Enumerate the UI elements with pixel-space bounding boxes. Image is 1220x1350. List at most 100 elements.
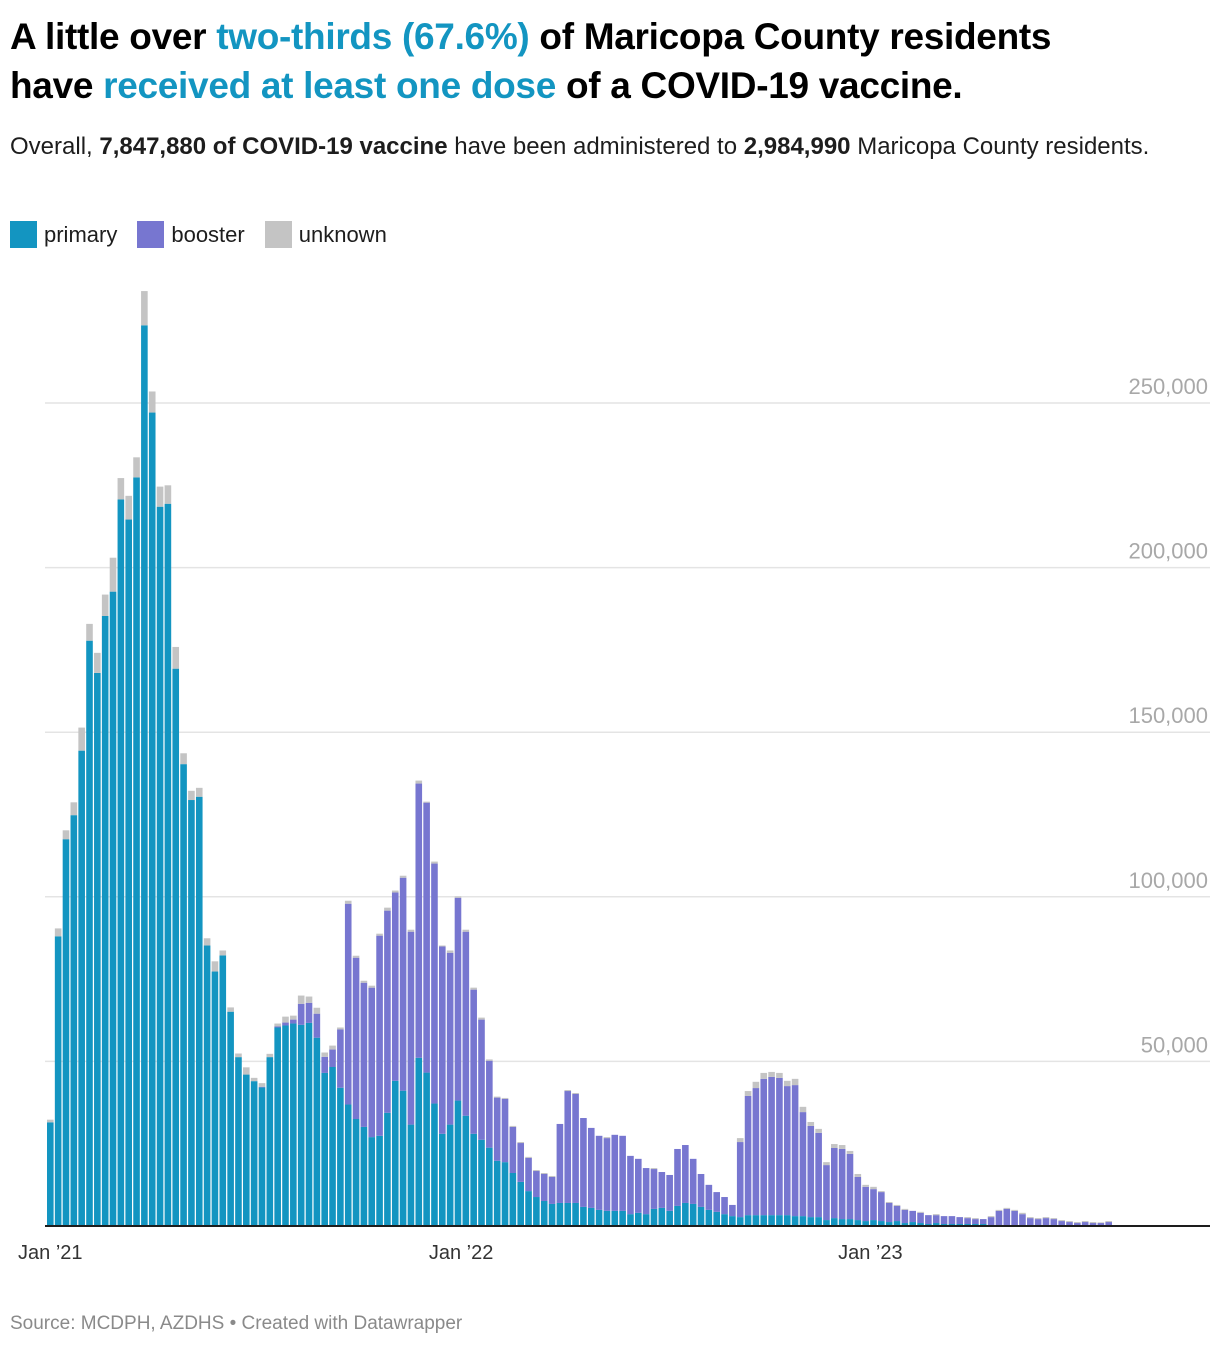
title-text: of a COVID-19 vaccine. bbox=[555, 65, 963, 106]
bar-unknown bbox=[415, 780, 423, 784]
bar-booster bbox=[1074, 1223, 1081, 1226]
bar-unknown bbox=[78, 727, 85, 751]
bar-booster bbox=[258, 1086, 266, 1088]
bar-primary bbox=[752, 1215, 760, 1226]
bar-booster bbox=[478, 1019, 485, 1140]
bar-primary bbox=[909, 1222, 916, 1226]
bar-booster bbox=[815, 1132, 822, 1218]
x-axis-ticks: Jan ’21 Jan ’22 Jan ’23 bbox=[18, 1242, 903, 1264]
bar-primary bbox=[619, 1210, 626, 1226]
bar-primary bbox=[556, 1202, 564, 1226]
bar-primary bbox=[101, 615, 109, 1226]
bar-unknown bbox=[815, 1128, 822, 1133]
bar-booster bbox=[752, 1088, 760, 1216]
bar-booster bbox=[274, 1026, 281, 1028]
bar-unknown bbox=[885, 1201, 893, 1203]
bar-booster bbox=[1105, 1222, 1112, 1226]
bar-booster bbox=[501, 1098, 509, 1163]
bar-booster bbox=[611, 1134, 619, 1211]
bar-unknown bbox=[219, 950, 227, 956]
bar-booster bbox=[635, 1158, 642, 1213]
bar-primary bbox=[180, 764, 187, 1226]
bar-primary bbox=[344, 1104, 352, 1226]
bar-booster bbox=[290, 1019, 297, 1024]
bar-primary bbox=[266, 1057, 274, 1226]
bar-primary bbox=[117, 499, 125, 1227]
bar-primary bbox=[368, 1137, 376, 1226]
bar-booster bbox=[823, 1165, 830, 1221]
bar-booster bbox=[744, 1095, 752, 1216]
bar-unknown bbox=[501, 1097, 509, 1099]
bar-primary bbox=[548, 1203, 556, 1226]
bar-primary bbox=[423, 1072, 430, 1226]
bar-primary bbox=[893, 1221, 901, 1226]
subtitle-total-doses: 7,847,880 of COVID-19 vaccine bbox=[99, 133, 448, 160]
bar-booster bbox=[391, 892, 399, 1081]
bar-booster bbox=[446, 952, 454, 1125]
bar-primary bbox=[729, 1216, 736, 1226]
bar-unknown bbox=[846, 1150, 854, 1154]
legend-item-unknown: unknown bbox=[264, 221, 387, 248]
bar-booster bbox=[603, 1138, 611, 1211]
bar-unknown bbox=[1019, 1212, 1026, 1215]
bar-booster bbox=[1050, 1219, 1058, 1226]
bar-unknown bbox=[360, 980, 368, 983]
legend-swatch-primary bbox=[10, 221, 37, 248]
bar-booster bbox=[760, 1078, 768, 1216]
bar-booster bbox=[470, 989, 477, 1134]
bar-unknown bbox=[47, 1119, 54, 1123]
bar-primary bbox=[329, 1067, 336, 1226]
bar-unknown bbox=[1058, 1220, 1065, 1222]
bar-unknown bbox=[995, 1209, 1003, 1211]
bar-booster bbox=[666, 1174, 673, 1211]
bar-primary bbox=[415, 1057, 423, 1226]
bar-booster bbox=[1097, 1223, 1105, 1226]
bar-primary bbox=[878, 1221, 885, 1226]
bar-primary bbox=[274, 1027, 281, 1226]
bar-primary bbox=[823, 1220, 830, 1226]
legend-swatch-unknown bbox=[264, 221, 292, 248]
bar-primary bbox=[250, 1081, 258, 1226]
bar-unknown bbox=[439, 945, 446, 947]
bar-unknown bbox=[1081, 1221, 1089, 1223]
bar-booster bbox=[321, 1056, 328, 1073]
bar-primary bbox=[195, 796, 203, 1226]
bar-unknown bbox=[431, 861, 438, 864]
bar-booster bbox=[697, 1173, 705, 1207]
bar-unknown bbox=[368, 985, 376, 988]
bar-unknown bbox=[1050, 1218, 1058, 1220]
bar-booster bbox=[439, 946, 446, 1134]
bar-primary bbox=[682, 1202, 689, 1226]
bar-unknown bbox=[776, 1072, 783, 1078]
bar-unknown bbox=[564, 1090, 572, 1092]
bar-unknown bbox=[1066, 1221, 1073, 1223]
bar-primary bbox=[768, 1215, 775, 1226]
bar-primary bbox=[572, 1202, 579, 1226]
bar-primary bbox=[901, 1223, 909, 1226]
bar-primary bbox=[282, 1025, 289, 1226]
bar-booster bbox=[846, 1153, 854, 1220]
bar-primary bbox=[705, 1209, 713, 1226]
bar-booster bbox=[462, 931, 470, 1116]
bar-primary bbox=[94, 672, 101, 1226]
bar-booster bbox=[909, 1210, 916, 1223]
bars bbox=[47, 291, 1112, 1227]
bar-unknown bbox=[807, 1121, 815, 1126]
bar-primary bbox=[219, 955, 227, 1226]
bar-booster bbox=[925, 1215, 932, 1225]
legend-label: primary bbox=[44, 221, 118, 247]
bar-primary bbox=[501, 1162, 509, 1226]
bar-primary bbox=[509, 1173, 517, 1226]
bar-primary bbox=[697, 1206, 705, 1226]
bar-primary bbox=[391, 1080, 399, 1226]
bar-unknown bbox=[290, 1015, 297, 1020]
bar-unknown bbox=[376, 933, 383, 936]
bar-booster bbox=[783, 1086, 791, 1216]
bar-booster bbox=[776, 1077, 783, 1216]
bar-booster bbox=[415, 783, 423, 1058]
bar-primary bbox=[352, 1119, 360, 1226]
bar-unknown bbox=[227, 1007, 234, 1012]
bar-unknown bbox=[133, 457, 140, 478]
bar-unknown bbox=[862, 1184, 869, 1187]
